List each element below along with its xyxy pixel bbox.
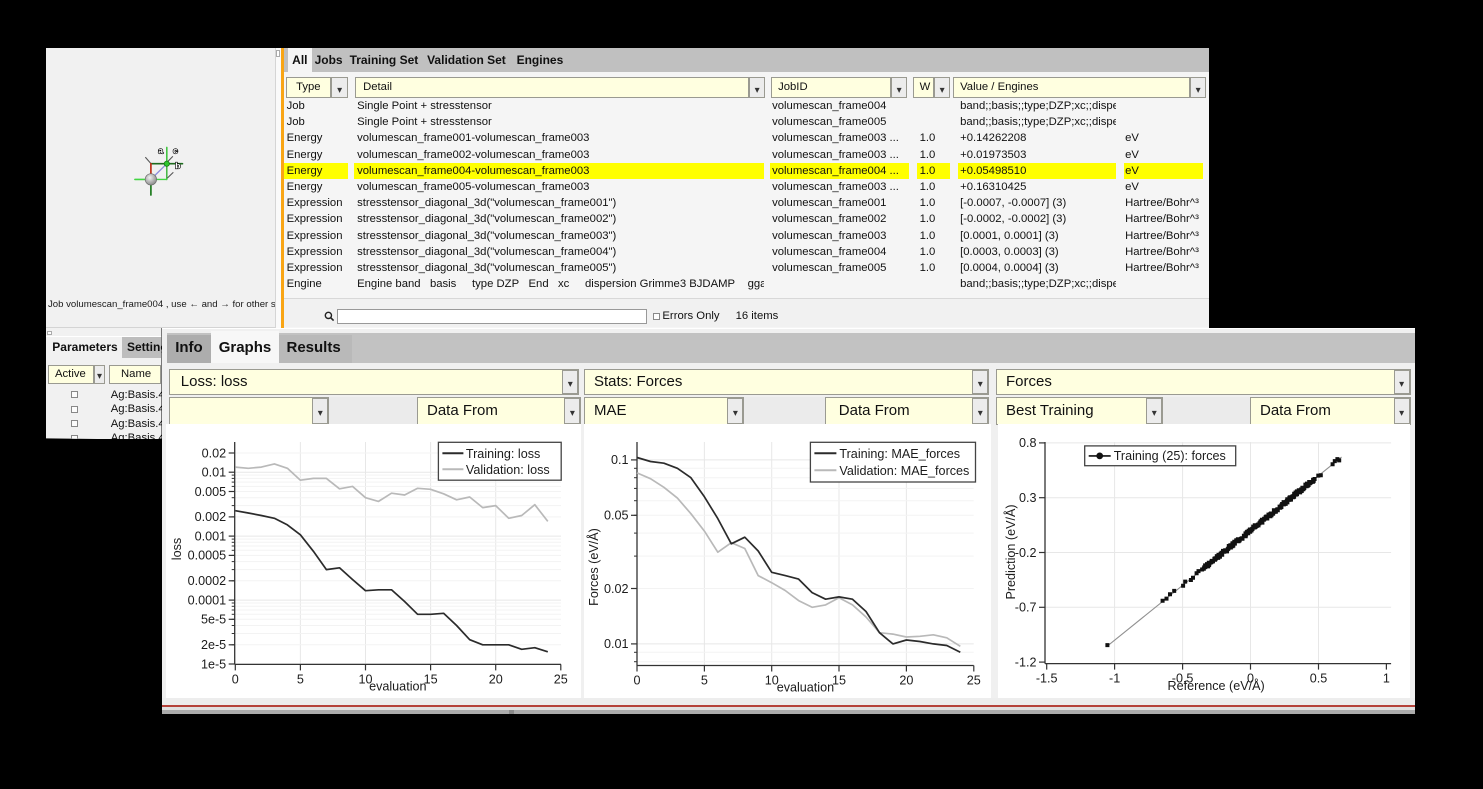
svg-text:-1.2: -1.2 — [1015, 655, 1037, 669]
svg-text:15: 15 — [424, 672, 438, 686]
svg-text:0.02: 0.02 — [603, 581, 628, 595]
svg-text:0: 0 — [232, 672, 239, 686]
svg-text:Training (25): forces: Training (25): forces — [1114, 449, 1226, 463]
svg-text:0.002: 0.002 — [195, 510, 227, 524]
svg-text:Forces (eV/Å): Forces (eV/Å) — [586, 528, 601, 606]
svg-text:Prediction (eV/Å): Prediction (eV/Å) — [1003, 504, 1018, 599]
svg-text:evaluation: evaluation — [369, 679, 426, 693]
svg-text:15: 15 — [831, 673, 845, 687]
svg-text:0.3: 0.3 — [1019, 491, 1037, 505]
svg-text:0.0005: 0.0005 — [188, 548, 227, 562]
svg-text:-1: -1 — [1109, 671, 1120, 685]
svg-text:0.0001: 0.0001 — [188, 593, 227, 607]
svg-text:0.8: 0.8 — [1019, 436, 1037, 450]
svg-text:0.005: 0.005 — [195, 484, 227, 498]
svg-text:0.1: 0.1 — [610, 453, 628, 467]
svg-text:0.001: 0.001 — [195, 529, 227, 543]
svg-text:Reference (eV/Å): Reference (eV/Å) — [1167, 677, 1264, 692]
svg-text:Training: loss: Training: loss — [466, 446, 540, 460]
svg-text:c: c — [173, 146, 178, 156]
svg-text:10: 10 — [358, 672, 372, 686]
svg-text:0: 0 — [633, 673, 640, 687]
svg-text:-1.5: -1.5 — [1036, 671, 1058, 685]
svg-text:-0.5: -0.5 — [1172, 671, 1194, 685]
svg-text:0.5: 0.5 — [1310, 671, 1328, 685]
svg-text:1e-5: 1e-5 — [201, 657, 226, 671]
svg-text:a: a — [158, 146, 163, 156]
svg-text:20: 20 — [489, 672, 503, 686]
svg-text:5: 5 — [297, 672, 304, 686]
svg-text:-0.2: -0.2 — [1015, 545, 1037, 559]
svg-text:b: b — [175, 161, 180, 171]
svg-text:Training: MAE_forces: Training: MAE_forces — [839, 446, 960, 460]
svg-text:Validation: loss: Validation: loss — [466, 462, 550, 476]
svg-text:evaluation: evaluation — [776, 680, 833, 694]
svg-text:0.05: 0.05 — [603, 508, 628, 522]
svg-text:0: 0 — [1247, 671, 1254, 685]
svg-text:5e-5: 5e-5 — [201, 612, 226, 626]
svg-text:1: 1 — [1383, 671, 1390, 685]
svg-text:5: 5 — [700, 673, 707, 687]
svg-text:25: 25 — [554, 672, 568, 686]
svg-text:0.0002: 0.0002 — [188, 574, 227, 588]
svg-text:-0.7: -0.7 — [1015, 600, 1037, 614]
svg-text:0.01: 0.01 — [603, 637, 628, 651]
svg-text:10: 10 — [764, 673, 778, 687]
svg-text:0.02: 0.02 — [202, 446, 227, 460]
svg-text:25: 25 — [966, 673, 980, 687]
svg-text:Validation: MAE_forces: Validation: MAE_forces — [839, 463, 969, 477]
svg-text:loss: loss — [170, 537, 184, 559]
svg-text:20: 20 — [899, 673, 913, 687]
svg-text:0.01: 0.01 — [202, 465, 227, 479]
svg-text:2e-5: 2e-5 — [201, 638, 226, 652]
